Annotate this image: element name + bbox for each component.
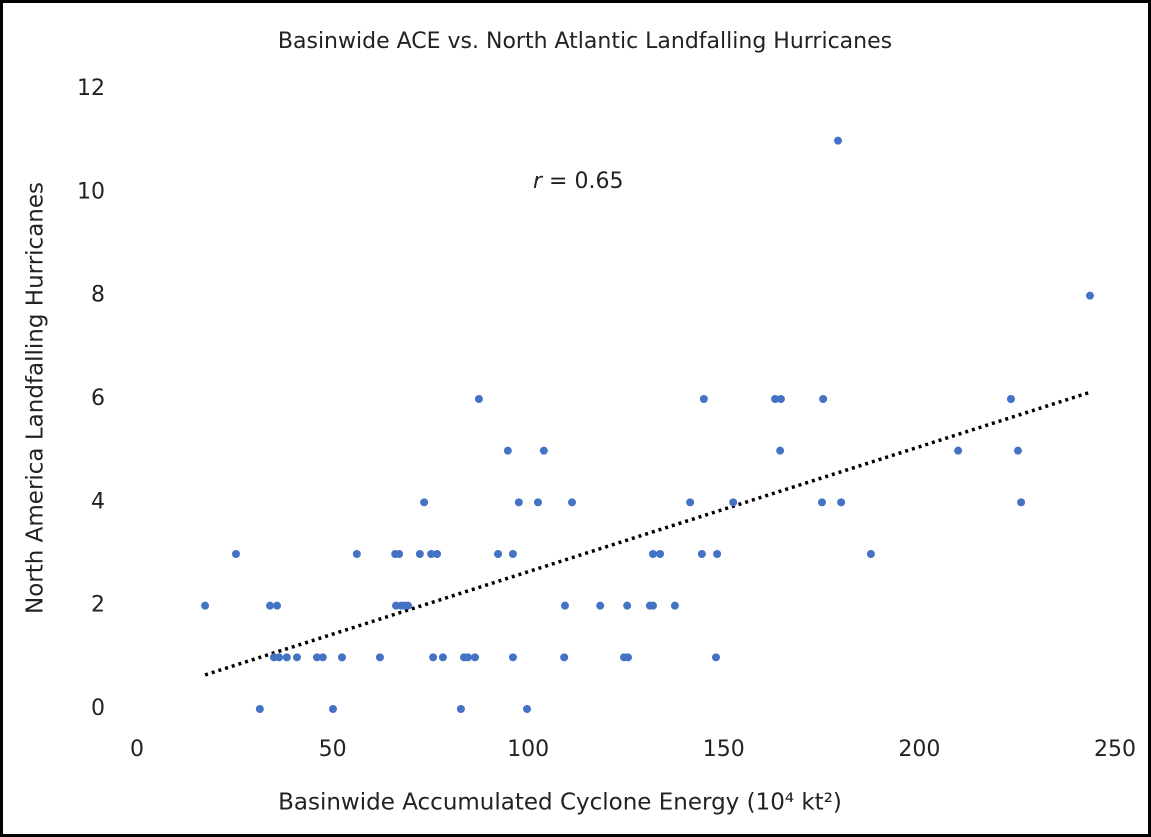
- point: [420, 498, 429, 507]
- point: [318, 653, 327, 662]
- y-tick-label: 10: [77, 179, 105, 204]
- point: [352, 550, 361, 558]
- x-tick-label: 0: [130, 737, 144, 762]
- x-axis-label: Basinwide Accumulated Cyclone Energy (10…: [278, 790, 842, 816]
- point: [866, 550, 875, 558]
- point: [523, 705, 532, 713]
- point: [503, 446, 512, 455]
- y-tick-label: 0: [91, 696, 105, 721]
- point: [514, 498, 523, 507]
- point: [533, 498, 542, 507]
- point: [404, 601, 413, 610]
- point: [623, 653, 632, 662]
- point: [648, 550, 657, 558]
- point: [713, 550, 722, 558]
- point: [201, 601, 210, 610]
- point: [656, 550, 665, 558]
- x-tick-label: 100: [507, 737, 549, 762]
- point: [231, 550, 240, 558]
- y-tick-label: 6: [91, 386, 105, 411]
- point: [568, 498, 577, 507]
- point: [456, 705, 465, 713]
- point: [470, 653, 479, 662]
- point: [463, 653, 472, 662]
- point: [596, 601, 605, 610]
- point: [275, 653, 284, 662]
- y-tick-label: 2: [91, 593, 105, 618]
- point: [474, 395, 483, 403]
- point: [438, 653, 447, 662]
- point: [648, 601, 657, 610]
- point: [255, 705, 264, 713]
- point: [711, 653, 720, 662]
- point: [729, 498, 738, 507]
- annotation-text: = 0.65: [549, 169, 623, 194]
- point: [699, 395, 708, 403]
- point: [834, 136, 843, 145]
- point: [395, 550, 404, 558]
- point: [539, 446, 548, 455]
- x-tick-label: 250: [1094, 737, 1136, 762]
- point: [508, 550, 517, 558]
- y-axis-label: North America Landfalling Hurricanes: [23, 182, 49, 614]
- point: [1017, 498, 1026, 507]
- point: [776, 446, 785, 455]
- point: [273, 601, 282, 610]
- point: [508, 653, 517, 662]
- point: [1085, 291, 1094, 300]
- point: [337, 653, 346, 662]
- y-tick-label: 12: [77, 76, 105, 101]
- point: [771, 395, 780, 403]
- y-tick-label: 4: [91, 489, 105, 514]
- point: [670, 601, 679, 610]
- annotation-symbol: r: [533, 169, 544, 194]
- point: [429, 653, 438, 662]
- x-tick-label: 150: [703, 737, 745, 762]
- trendline: [204, 390, 1091, 677]
- point: [954, 446, 963, 455]
- point: [686, 498, 695, 507]
- x-tick-label: 200: [898, 737, 940, 762]
- point: [375, 653, 384, 662]
- point: [560, 601, 569, 610]
- point: [623, 601, 632, 610]
- point: [433, 550, 442, 558]
- point: [293, 653, 302, 662]
- point: [312, 653, 321, 662]
- point: [837, 498, 846, 507]
- y-tick-label: 8: [91, 283, 105, 308]
- x-tick-label: 50: [319, 737, 347, 762]
- annotation: r = 0.65: [533, 169, 623, 194]
- point: [1013, 446, 1022, 455]
- point: [427, 550, 436, 558]
- chart-title: Basinwide ACE vs. North Atlantic Landfal…: [278, 29, 892, 54]
- point: [776, 395, 785, 403]
- point: [415, 550, 424, 558]
- point: [266, 601, 275, 610]
- point: [560, 653, 569, 662]
- point: [819, 395, 828, 403]
- point: [1006, 395, 1015, 403]
- point: [697, 550, 706, 558]
- point: [817, 498, 826, 507]
- point: [328, 705, 337, 713]
- point: [282, 653, 291, 662]
- point: [494, 550, 503, 558]
